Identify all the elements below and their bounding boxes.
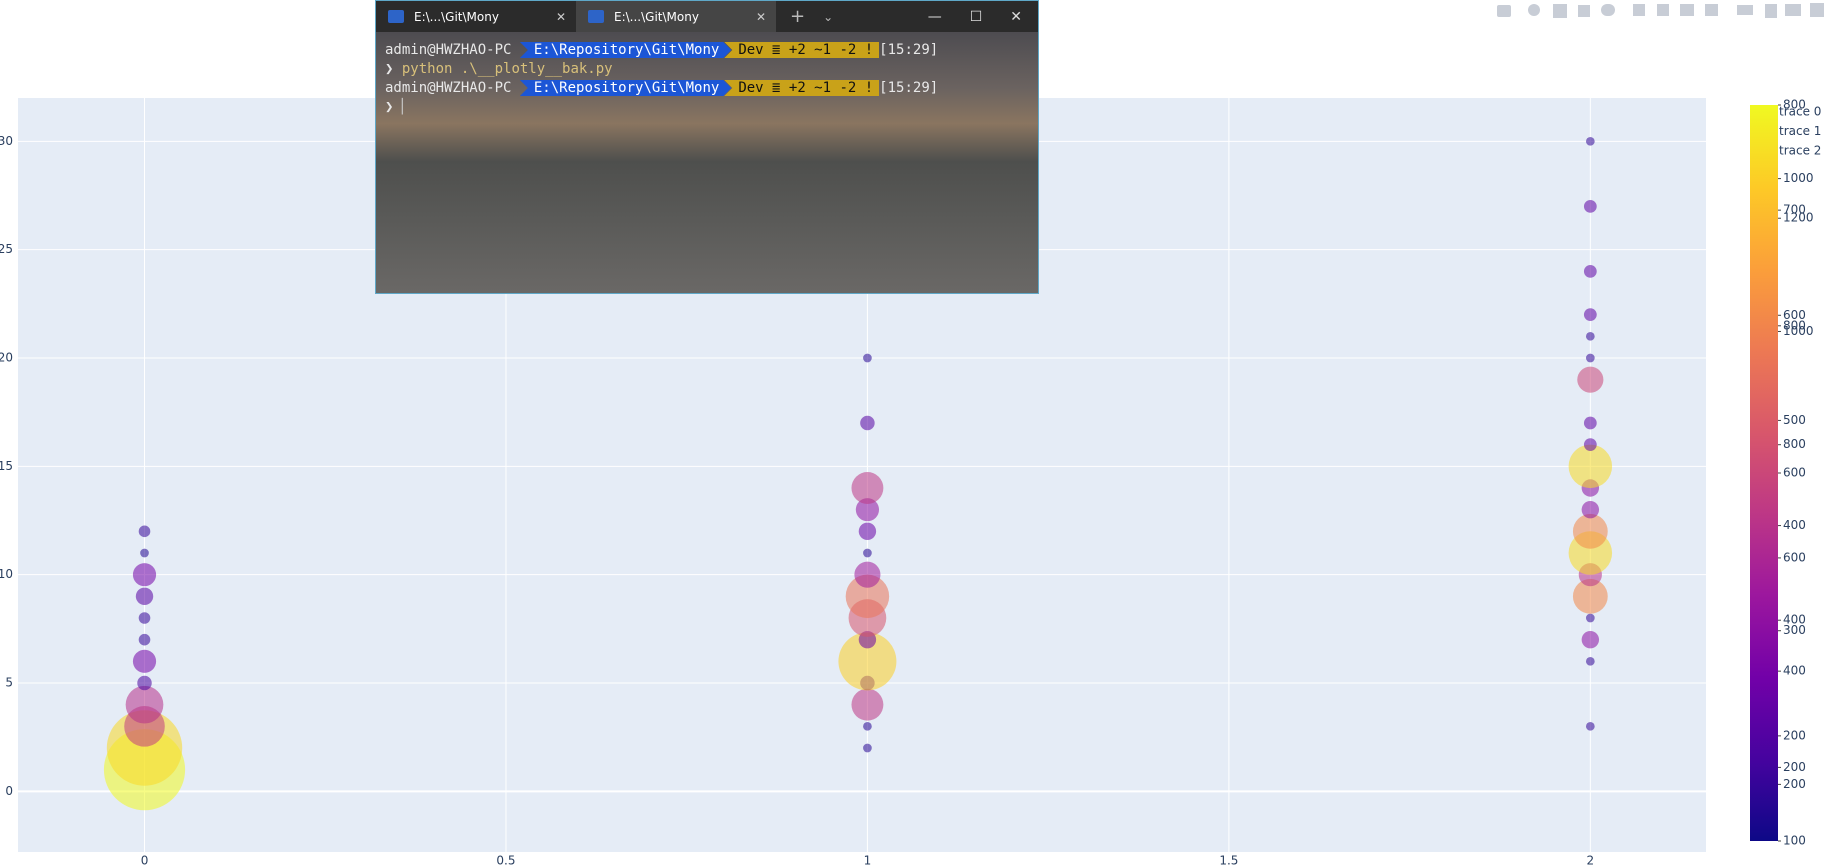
user: admin@HWZHAO-PC [385, 80, 512, 96]
colorbar-tick-label: 800 [1783, 318, 1806, 332]
colorbar-tick-label: 600 [1783, 466, 1806, 480]
bubble [1583, 264, 1597, 278]
git: Dev ≣ +2 ~1 -2 ! [724, 80, 880, 96]
bubble [860, 415, 875, 431]
bubble [1585, 613, 1595, 623]
x-tick-label: 2 [1587, 854, 1595, 868]
bubble [138, 633, 151, 646]
bubble [1583, 308, 1597, 322]
prompt: ❯ [385, 99, 394, 115]
command: python .\__plotly__bak.py [401, 61, 613, 77]
colorbar-tick-label: 800 [1783, 98, 1806, 112]
x-tick-label: 0 [141, 854, 149, 868]
tab[interactable]: E:\...\Git\Mony ✕ [576, 1, 776, 32]
bubble [845, 574, 890, 619]
bubble [1581, 500, 1600, 519]
x-tick-label: 0.5 [496, 854, 515, 868]
bubble [137, 675, 152, 691]
bubble [132, 563, 157, 587]
bubble [125, 685, 164, 724]
terminal-output: admin@HWZHAO-PC E:\Repository\Git\Mony De… [385, 42, 939, 115]
bubble [1585, 656, 1595, 666]
bubble [863, 721, 872, 731]
colorbar-tick-label: 1000 [1783, 324, 1814, 338]
path: E:\Repository\Git\Mony [520, 80, 731, 96]
bubble [851, 688, 884, 721]
colorbar-tick-label: 1200 [1783, 211, 1814, 225]
bubble [1585, 721, 1595, 731]
bubble [135, 587, 154, 606]
colorbar-tick-label: 400 [1783, 664, 1806, 678]
bubble [1583, 199, 1597, 213]
colorbar-tick-label: 300 [1783, 623, 1806, 637]
user: admin@HWZHAO-PC [385, 42, 512, 58]
close[interactable]: ✕ [1010, 8, 1022, 25]
colorbar-tick-label: 700 [1783, 203, 1806, 217]
y-tick-label: 0 [5, 784, 13, 798]
bubble [138, 525, 151, 538]
prompt: ❯ [385, 61, 394, 77]
bubble [1581, 630, 1600, 649]
new-tab[interactable]: + [790, 6, 806, 27]
bubble [858, 522, 877, 541]
y-tick-label: 10 [0, 567, 13, 581]
time: [15:29] [879, 42, 939, 58]
colorbar-tick-label: 600 [1783, 308, 1806, 322]
git: Dev ≣ +2 ~1 -2 ! [724, 42, 880, 58]
bubble [1572, 513, 1608, 549]
colorbar-tick-label: 200 [1783, 777, 1806, 791]
colorbar-tick-label: 200 [1783, 760, 1806, 774]
maximize[interactable]: ☐ [969, 8, 983, 25]
modebar[interactable] [1497, 3, 1824, 18]
tab-title: E:\...\Git\Mony [614, 9, 699, 24]
time: [15:29] [879, 80, 939, 96]
y-tick-label: 20 [0, 351, 13, 365]
x-tick-label: 1 [864, 854, 872, 868]
tab-menu[interactable]: ⌄ [823, 9, 834, 24]
bubble [1572, 578, 1608, 614]
bubble [1583, 438, 1597, 452]
bubble [1585, 353, 1595, 363]
colorbar-tick-label: 500 [1783, 413, 1806, 427]
y-tick-label: 15 [0, 459, 13, 473]
tab-bar: E:\...\Git\Mony ✕ E:\...\Git\Mony ✕ + ⌄ — ☐… [376, 1, 1038, 32]
bubble [1585, 331, 1595, 341]
y-tick-label: 5 [5, 676, 13, 690]
colorbar-tick-label: 600 [1783, 550, 1806, 564]
path: E:\Repository\Git\Mony [520, 42, 731, 58]
bubble [138, 612, 151, 624]
bubble [863, 353, 872, 363]
bubble [863, 548, 872, 558]
colorbar [1750, 105, 1778, 841]
bubble [140, 548, 149, 558]
bubble [855, 498, 880, 522]
tab-title: E:\...\Git\Mony [414, 9, 499, 24]
bubble [132, 649, 157, 673]
colorbar-tick-label: 200 [1783, 728, 1806, 742]
y-tick-label: 25 [0, 242, 13, 256]
y-tick-label: 30 [0, 134, 13, 148]
legend-entry: trace 0 [1779, 105, 1821, 119]
legend-entry: trace 1 [1779, 124, 1821, 138]
bubble [1585, 136, 1595, 146]
x-tick-label: 1.5 [1219, 854, 1238, 868]
bubble [838, 632, 897, 691]
minimize[interactable]: — [927, 8, 942, 25]
bubble [863, 743, 872, 753]
colorbar-tick-label: 400 [1783, 613, 1806, 627]
colorbar-tick-label: 400 [1783, 518, 1806, 532]
colorbar-tick-label: 1000 [1783, 171, 1814, 185]
bubble [1583, 416, 1597, 430]
colorbar-tick-label: 800 [1783, 437, 1806, 451]
colorbar-tick-label: 100 [1783, 834, 1806, 848]
bubble [851, 472, 884, 504]
bubble [1568, 444, 1613, 489]
tab[interactable]: E:\...\Git\Mony ✕ [376, 1, 576, 32]
terminal-window[interactable]: E:\...\Git\Mony ✕ E:\...\Git\Mony ✕ + ⌄ — ☐… [375, 0, 1039, 294]
bubble [854, 561, 881, 588]
bubble [1577, 366, 1604, 393]
legend-entry: trace 2 [1779, 144, 1821, 158]
